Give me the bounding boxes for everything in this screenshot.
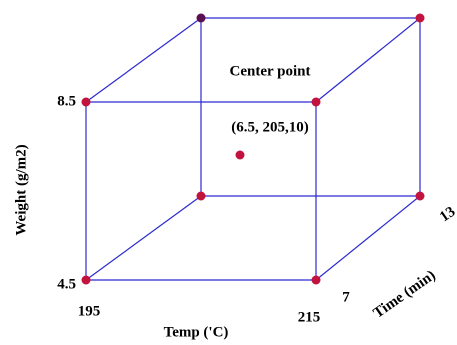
edge	[316, 196, 420, 280]
design-point	[197, 192, 206, 201]
annotation-title: Center point	[230, 63, 311, 79]
design-point	[82, 276, 91, 285]
tick-label: 8.5	[57, 93, 76, 109]
design-point	[416, 192, 425, 201]
design-point	[312, 276, 321, 285]
design-points	[82, 14, 425, 285]
design-point	[416, 14, 425, 23]
cube-diagram: Center point (6.5, 205,10) 8.5 4.5 Weigh…	[0, 0, 457, 345]
center-point	[236, 151, 245, 160]
cube-edges	[86, 18, 420, 280]
axis-label: Temp ('C)	[164, 324, 229, 340]
axis-label: Time (min)	[371, 267, 439, 321]
design-point	[82, 98, 91, 107]
edge	[86, 18, 201, 102]
tick-label: 13	[437, 204, 457, 226]
tick-label: 195	[78, 303, 101, 319]
tick-label: 4.5	[57, 276, 76, 292]
tick-label: 215	[298, 309, 321, 325]
edge	[86, 196, 201, 280]
design-point	[197, 14, 206, 23]
edge	[316, 18, 420, 102]
design-point	[312, 98, 321, 107]
tick-label: 7	[342, 289, 350, 305]
annotation-coords: (6.5, 205,10)	[231, 119, 309, 135]
axis-label: Weight (g/m2)	[13, 144, 29, 235]
